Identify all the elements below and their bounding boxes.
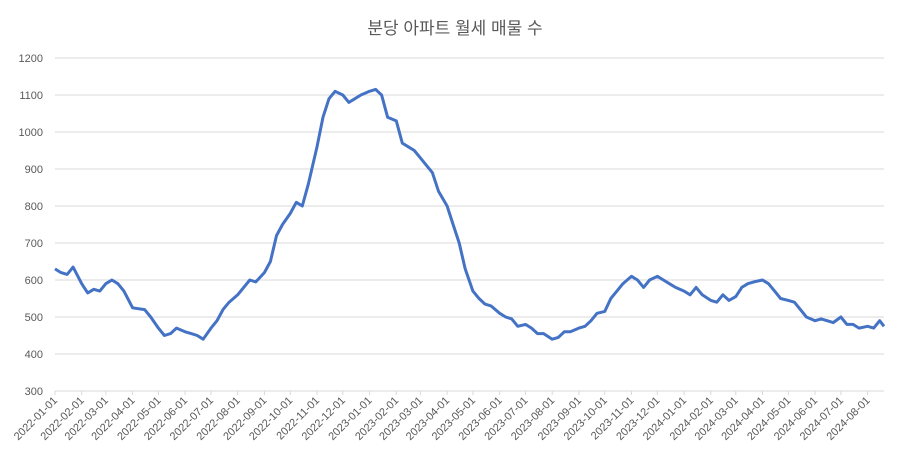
line-series (54, 87, 886, 341)
y-tick-label: 800 (25, 201, 43, 213)
y-tick-label: 900 (25, 164, 43, 176)
y-tick-label: 300 (25, 386, 43, 398)
y-tick-label: 600 (25, 275, 43, 287)
y-tick-label: 1200 (19, 53, 43, 65)
y-tick-label: 1000 (19, 127, 43, 139)
chart-title: 분당 아파트 월세 매물 수 (367, 19, 542, 38)
y-tick-label: 1100 (19, 90, 43, 102)
y-tick-label: 400 (25, 349, 43, 361)
y-tick-label: 700 (25, 238, 43, 250)
y-tick-label: 500 (25, 312, 43, 324)
